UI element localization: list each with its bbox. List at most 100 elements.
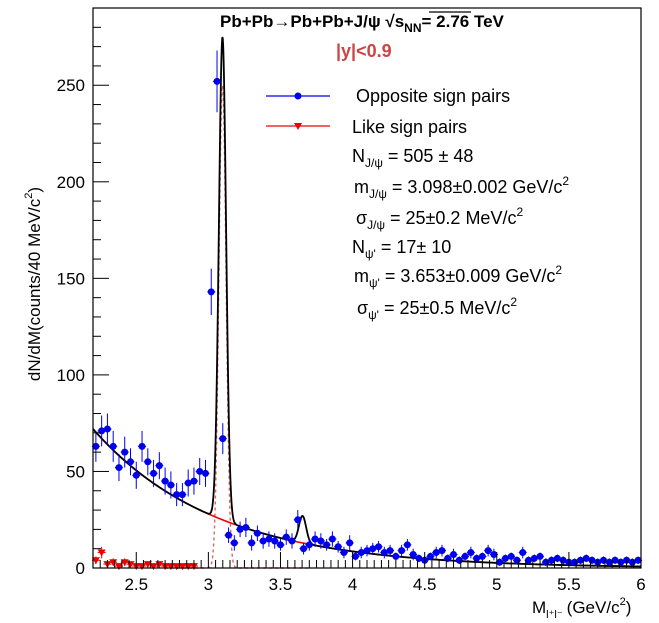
- opposite-sign-point: [507, 552, 516, 561]
- like-sign-point: [109, 558, 118, 567]
- opposite-sign-point: [178, 483, 187, 507]
- point-marker: [496, 558, 504, 566]
- point-marker: [369, 545, 377, 553]
- opposite-sign-point: [368, 542, 377, 555]
- opposite-sign-point: [409, 548, 418, 561]
- opposite-sign-point: [161, 467, 170, 495]
- opposite-sign-point: [253, 525, 262, 541]
- annotation-sigma-jpsi-sup: 2: [516, 205, 523, 219]
- x-axis-title-sub: l⁺l⁻: [546, 609, 563, 621]
- y-tick-label: 200: [57, 173, 85, 192]
- point-marker: [144, 458, 152, 466]
- opposite-sign-points-layer: [91, 50, 643, 567]
- opposite-sign-point: [241, 517, 250, 538]
- point-marker: [351, 552, 359, 560]
- opposite-sign-point: [391, 552, 400, 561]
- opposite-sign-point: [120, 436, 129, 468]
- point-marker: [317, 537, 325, 545]
- opposite-sign-point: [339, 546, 348, 559]
- point-marker: [242, 523, 250, 531]
- opposite-sign-point: [103, 413, 112, 445]
- x-tick-label: 2.5: [124, 575, 148, 594]
- point-marker: [386, 547, 394, 555]
- annotation-m-jpsi-sup: 2: [562, 174, 569, 188]
- opposite-sign-point: [316, 533, 325, 549]
- point-marker: [225, 531, 233, 539]
- x-tick-label: 3: [204, 575, 213, 594]
- legend-opposite-marker: [294, 92, 302, 100]
- chart-subtitle: |y|<0.9: [336, 41, 392, 61]
- point-marker: [490, 550, 498, 558]
- point-marker: [138, 442, 146, 450]
- point-marker: [97, 549, 106, 557]
- point-marker: [207, 288, 215, 296]
- opposite-sign-point: [264, 531, 273, 547]
- annotation-m-jpsi-label: m: [354, 177, 369, 197]
- opposite-sign-point: [230, 535, 239, 551]
- point-marker: [363, 547, 371, 555]
- point-marker: [196, 467, 204, 475]
- annotation-n-jpsi: NJ/ψ = 505 ± 48: [352, 146, 473, 170]
- y-axis-title-close: ): [25, 187, 44, 193]
- point-marker: [213, 77, 221, 85]
- opposite-sign-point: [478, 552, 487, 561]
- opposite-sign-point: [213, 50, 222, 113]
- opposite-sign-point: [634, 556, 643, 565]
- point-marker: [519, 549, 527, 557]
- y-axis-title-sup: 2: [23, 193, 35, 199]
- annotation-sigma-psi2s-label: σ: [357, 298, 368, 318]
- annotation-sigma-psi2s-sup: 2: [510, 295, 517, 309]
- legend-like-label: Like sign pairs: [352, 117, 467, 137]
- opposite-sign-point: [305, 539, 314, 551]
- point-marker: [455, 556, 463, 564]
- point-marker: [178, 491, 186, 499]
- x-axis-title-unit: (GeV/c: [567, 598, 620, 617]
- annotation-sigma-psi2s: σψ' = 25±0.5 MeV/c2: [357, 295, 517, 322]
- opposite-sign-point: [311, 531, 320, 547]
- x-tick-label: 6: [636, 575, 645, 594]
- opposite-sign-point: [357, 546, 366, 559]
- x-axis-title-close: ): [626, 598, 632, 617]
- opposite-sign-point: [484, 544, 493, 557]
- x-tick-label: 3.5: [269, 575, 293, 594]
- opposite-sign-point: [293, 510, 302, 530]
- point-marker: [294, 516, 302, 524]
- point-marker: [409, 550, 417, 558]
- point-marker: [167, 481, 175, 489]
- opposite-sign-point: [455, 556, 464, 565]
- annotation-n-psi2s-sub: ψ': [365, 247, 376, 261]
- point-marker: [219, 435, 227, 443]
- annotation-sigma-jpsi-label: σ: [356, 208, 367, 228]
- point-marker: [328, 535, 336, 543]
- opposite-sign-point: [403, 539, 412, 551]
- legend: Opposite sign pairs Like sign pairs: [266, 86, 510, 137]
- opposite-sign-point: [259, 533, 268, 549]
- annotation-n-jpsi-sub: J/ψ: [365, 156, 383, 170]
- opposite-sign-point: [149, 459, 158, 487]
- point-marker: [398, 547, 406, 555]
- opposite-sign-point: [224, 527, 233, 543]
- annotation-n-jpsi-value: = 505 ± 48: [383, 146, 473, 166]
- opposite-sign-point: [166, 471, 175, 499]
- opposite-sign-point: [276, 539, 285, 551]
- y-tick-label: 100: [57, 366, 85, 385]
- opposite-sign-point: [426, 552, 435, 561]
- opposite-sign-point: [143, 448, 152, 476]
- point-marker: [276, 541, 284, 549]
- annotation-m-jpsi-sub: J/ψ: [369, 187, 387, 201]
- opposite-sign-point: [218, 423, 227, 455]
- x-tick-label: 5.5: [557, 575, 581, 594]
- annotation-n-jpsi-label: N: [352, 146, 365, 166]
- point-marker: [184, 563, 193, 571]
- point-marker: [605, 558, 613, 566]
- point-marker: [611, 556, 619, 564]
- point-marker: [576, 556, 584, 564]
- y-tick-label: 250: [57, 76, 85, 95]
- opposite-sign-point: [363, 544, 371, 557]
- annotation-n-psi2s: Nψ' = 17± 10: [352, 237, 451, 261]
- opposite-sign-point: [282, 529, 291, 545]
- point-marker: [253, 529, 261, 537]
- opposite-sign-point: [461, 552, 470, 561]
- point-marker: [126, 458, 134, 466]
- point-marker: [484, 547, 492, 555]
